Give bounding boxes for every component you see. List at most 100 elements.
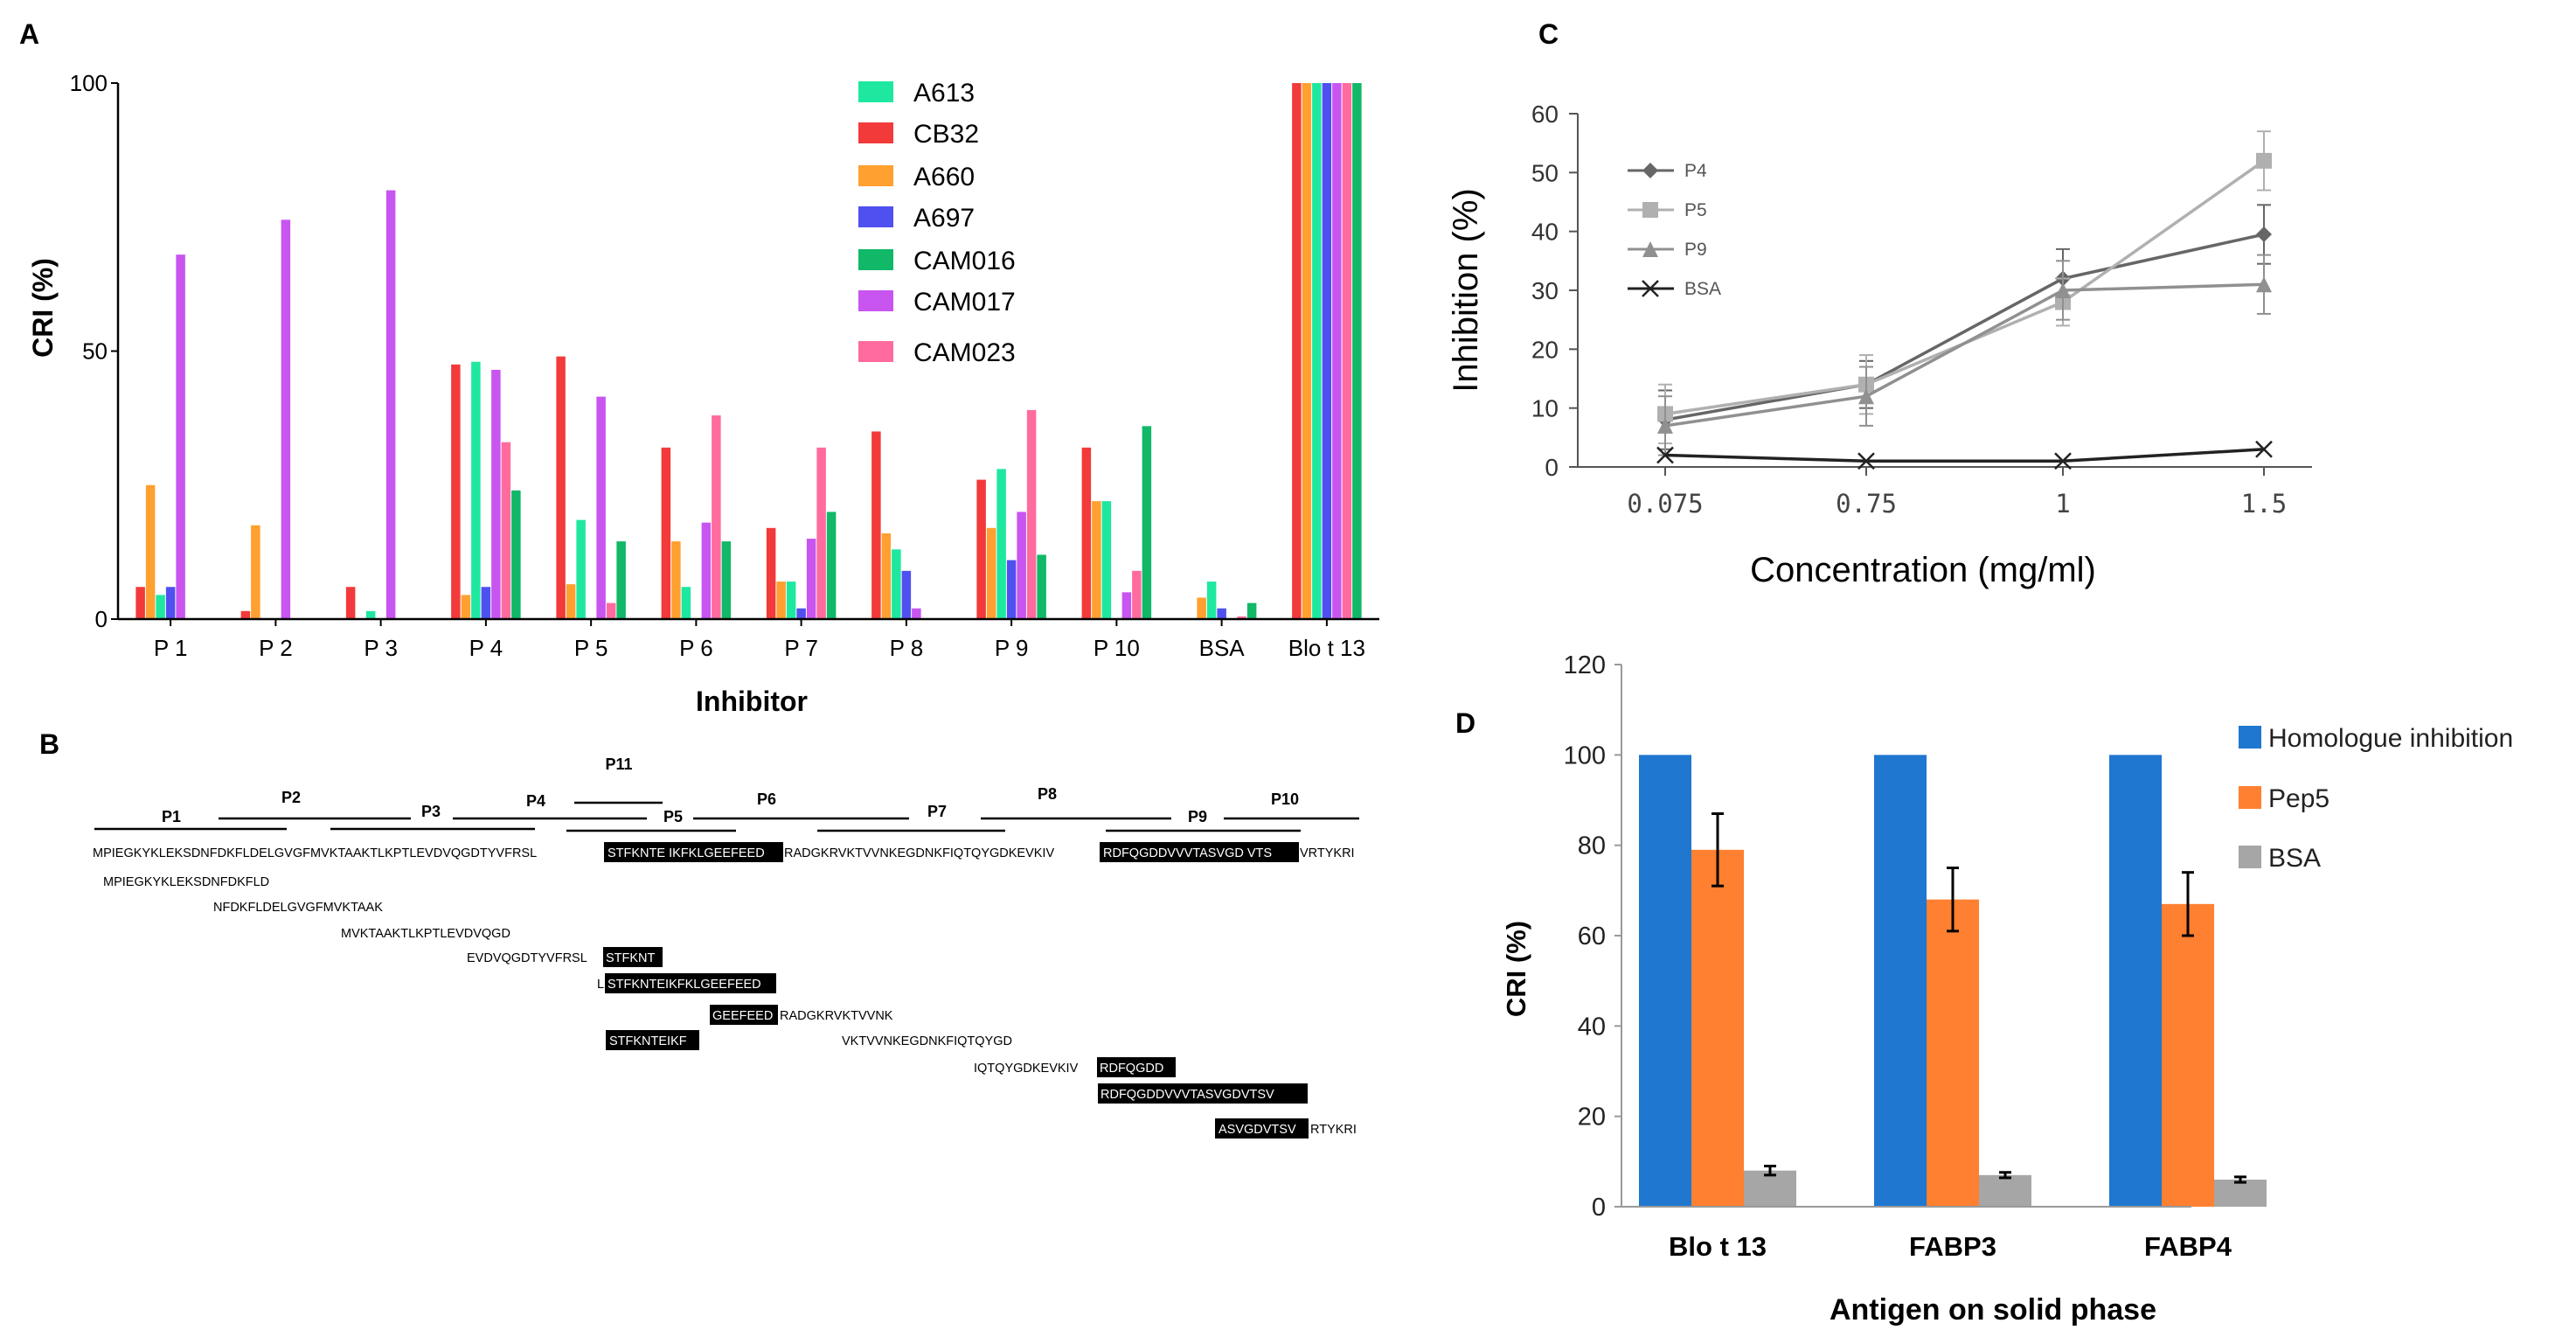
c-line-bsa [1664,448,2265,463]
a-legend-swatch [858,81,893,102]
a-legend-label: CB32 [913,120,979,149]
a-bar-cam017 [1017,512,1026,619]
panel-c-x-ticks: 0.075 0.75 1 1.5 [1627,467,2287,519]
peptide-label-p6: P6 [757,790,776,808]
fragment-1: MPIEGKYKLEKSDNFDKFLD [103,875,269,889]
fragment-5-highlight: STFKNTEIKFKLGEEFEED [608,978,761,992]
a-bar-cam023 [816,447,826,619]
c-ytick-label: 10 [1531,395,1559,422]
a-xtick-label: P 10 [1094,635,1140,661]
panel-d-y-axis-label: CRI (%) [1501,921,1531,1017]
c-xtick-label: 1 [2055,489,2070,519]
peptide-fragments: MPIEGKYKLEKSDNFDKFLD NFDKFLDELGVGFMVKTAA… [103,875,1357,1139]
c-line-p4 [1664,233,2265,421]
a-bar-cb32 [766,527,776,619]
c-series-p9 [1657,254,2272,456]
a-bar-cam023 [1026,409,1037,619]
d-ytick-label: 0 [1592,1194,1606,1222]
a-bar-a697 [165,587,176,619]
c-marker-triangle [1657,417,1673,434]
a-legend-swatch [858,122,893,143]
panel-a-bars [135,83,1362,619]
c-marker-x [2255,440,2273,458]
c-marker-x [1642,280,1659,297]
c-ytick-label: 40 [1531,219,1559,246]
fragment-5-highlight-box [605,973,776,993]
fragment-10-highlight-box [1098,1083,1308,1104]
fragment-5-plain: L [597,978,604,992]
c-line-p9 [1664,282,2265,428]
c-marker-square [2256,152,2272,169]
d-xtick-label: FABP3 [1909,1231,1996,1262]
a-xtick-label: BSA [1199,635,1246,661]
d-bar-pep5 [1691,849,1744,1207]
a-bar-a697 [1217,608,1226,619]
c-marker-triangle [1858,388,1874,405]
a-bar-cam017 [491,369,501,619]
peptide-label-p11: P11 [605,756,632,773]
d-ytick-label: 20 [1578,1104,1606,1132]
panel-d-x-axis-label: Antigen on solid phase [1830,1293,2156,1327]
a-bar-cb32 [871,431,881,619]
d-legend-label: Homologue inhibition [2268,724,2513,753]
a-bar-cam016 [721,541,732,619]
c-xtick-label: 0.75 [1836,489,1897,519]
a-xtick-label: P 8 [890,635,924,661]
a-bar-cam023 [501,442,511,619]
a-legend-swatch [858,249,893,270]
a-legend-swatch [858,341,893,362]
fragment-7-highlight: STFKNTEIKF [609,1034,687,1048]
c-series-bsa [1656,440,2273,470]
peptide-label-p9: P9 [1188,808,1207,825]
a-bar-a613 [1101,501,1112,619]
a-bar-a613 [786,581,796,619]
c-marker-diamond [2256,226,2272,243]
a-bar-cam016 [511,490,521,619]
d-ytick-label: 80 [1578,832,1606,860]
a-bar-a660 [1302,83,1312,619]
fragment-7-highlight-box [606,1030,699,1050]
a-bar-cb32 [135,587,145,619]
a-bar-a660 [566,584,576,619]
a-bar-cam023 [1132,570,1142,619]
panel-c-x-axis-label: Concentration (mg/ml) [1750,551,2096,589]
a-legend-swatch [858,165,893,186]
a-legend-label: A613 [913,79,975,108]
panel-a-y-ticks: 0 50 100 [70,70,118,632]
d-bar-pep5 [2162,903,2214,1207]
main-seq-seg-2: STFKNTE IKFKLGEEFEED [608,846,765,860]
panel-d-legend: Homologue inhibition Pep5 BSA [2239,724,2513,873]
d-legend-swatch [2239,726,2261,749]
a-bar-a660 [776,581,786,619]
peptide-label-p5: P5 [663,808,683,825]
a-legend-swatch [858,206,893,227]
a-bar-a697 [1006,560,1017,619]
fragment-9-plain: IQTQYGDKEVKIV [974,1062,1079,1076]
a-bar-a613 [471,361,481,619]
c-marker-triangle [2256,276,2272,293]
a-bar-cam016 [1246,602,1257,619]
peptide-label-p8: P8 [1038,785,1057,803]
peptide-labels: P1 P2 P3 P4 P5 P6 P7 P8 P9 P10 P11 [162,756,1299,825]
a-bar-cam016 [616,541,626,619]
d-bar-bsa [1744,1170,1796,1207]
fragment-8: VKTVVNKEGDNKFIQTQYGD [842,1034,1012,1048]
c-marker-triangle [2055,282,2071,298]
main-seq-seg-5: VRTYKRI [1300,846,1355,860]
panel-c-y-ticks: 0 10 20 30 40 50 60 [1531,101,1578,481]
a-bar-cb32 [240,610,251,619]
d-xtick-label: Blo t 13 [1669,1231,1767,1262]
fragment-4-highlight: STFKNT [606,951,656,965]
a-xtick-label: P 1 [154,635,188,661]
c-ytick-label: 50 [1531,159,1559,186]
a-xtick-label: P 3 [364,635,398,661]
a-bar-cam016 [1142,426,1152,619]
d-legend-label: Pep5 [2268,784,2330,813]
a-legend-label: CAM023 [913,338,1016,367]
peptide-label-p4: P4 [526,792,545,810]
a-bar-a613 [1206,581,1217,619]
main-seq-highlight-2 [1100,842,1299,862]
fragment-6-plain: RADGKRVKTVVNK [780,1009,893,1023]
